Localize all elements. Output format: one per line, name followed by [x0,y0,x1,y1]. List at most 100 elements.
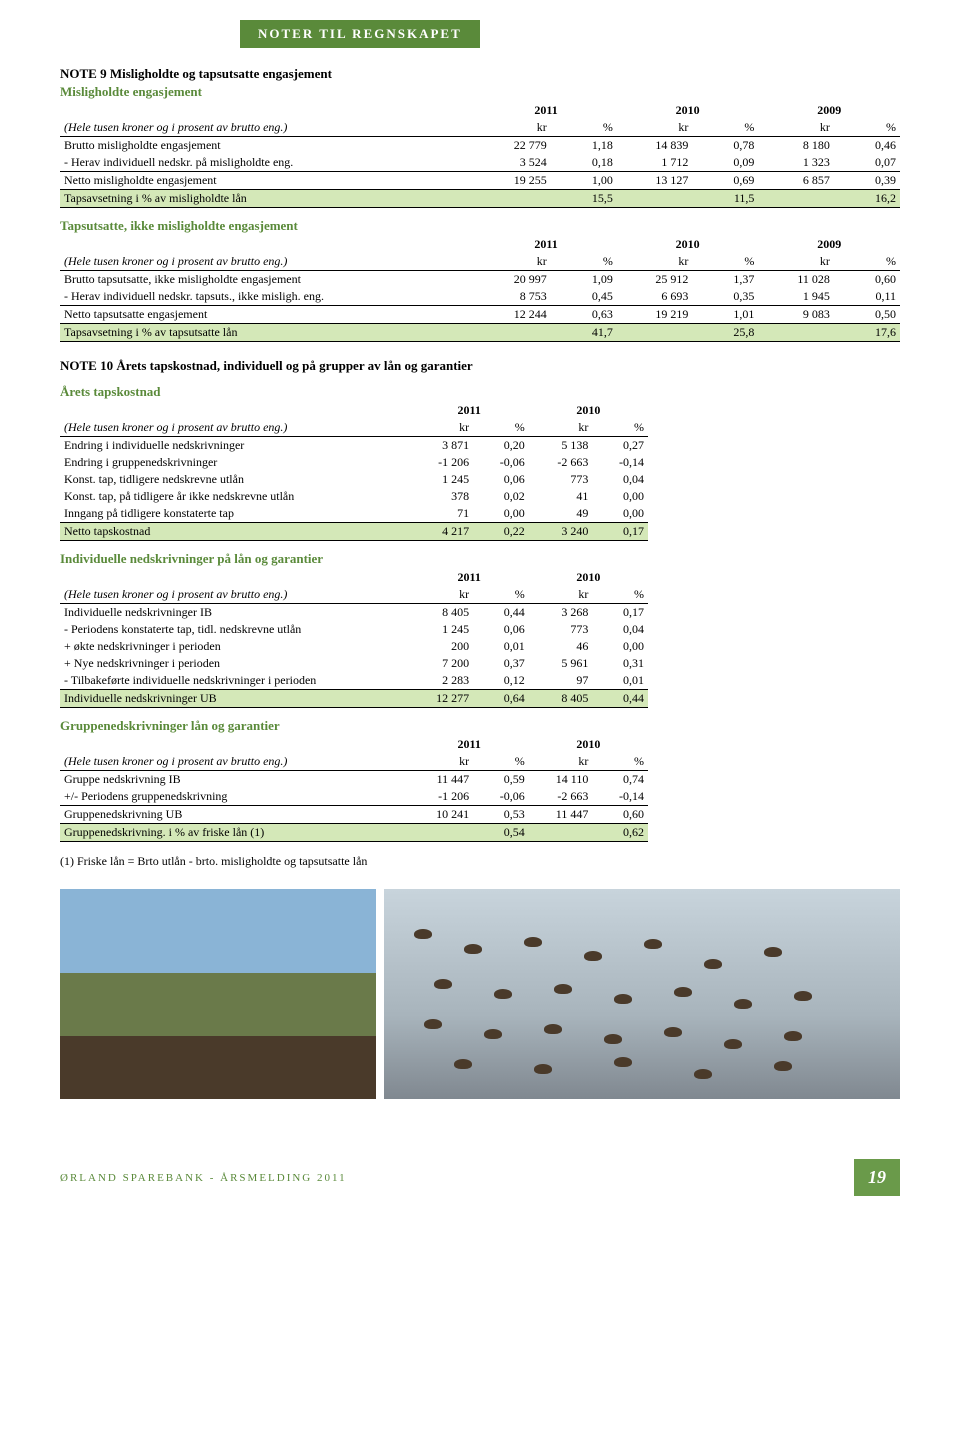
cell: 0,02 [473,488,529,505]
cell: 0,20 [473,437,529,455]
row-label: Inngang på tidligere konstaterte tap [60,505,410,523]
cell: 0,00 [473,505,529,523]
cell: 3 268 [529,604,593,622]
cell: 200 [410,638,474,655]
row-label: Netto tapskostnad [60,523,410,541]
hdr-col: kr [529,586,593,604]
cell: 0,17 [592,523,648,541]
cell: 97 [529,672,593,690]
hdr-col: kr [617,119,692,137]
cell: 11 447 [529,806,593,824]
row-label: Gruppenedskrivning UB [60,806,410,824]
cell: 1,18 [551,137,617,155]
cell: 1,00 [551,172,617,190]
cell [529,824,593,842]
cell: 0,74 [592,771,648,789]
row-label: Konst. tap, på tidligere år ikke nedskre… [60,488,410,505]
cell: 0,27 [592,437,648,455]
photo-left [60,889,376,1099]
cell: 25 912 [617,271,692,289]
cell: 0,18 [551,154,617,172]
cell: 11,5 [692,190,758,208]
page-footer: ØRLAND SPAREBANK - ÅRSMELDING 2011 19 [60,1159,900,1196]
hdr-left: (Hele tusen kroner og i prosent av brutt… [60,119,475,137]
row-label: + Nye nedskrivninger i perioden [60,655,410,672]
cell: 0,50 [834,306,900,324]
cell: 3 524 [475,154,550,172]
cell: 0,60 [834,271,900,289]
cell: 19 219 [617,306,692,324]
cell: -0,14 [592,788,648,806]
year-cell: 2010 [617,102,759,119]
hdr-col: % [473,753,529,771]
row-label: Individuelle nedskrivninger UB [60,690,410,708]
cell: 0,69 [692,172,758,190]
year-cell: 2009 [758,102,900,119]
cell: 1,09 [551,271,617,289]
cell: 378 [410,488,474,505]
cell: 0,00 [592,488,648,505]
note9-sub1: Misligholdte engasjement [60,84,900,100]
note10-table2: 2011 2010 (Hele tusen kroner og i prosen… [60,569,648,708]
cell: 0,01 [592,672,648,690]
cell: 0,07 [834,154,900,172]
cell: 20 997 [475,271,550,289]
cell [617,324,692,342]
cell [758,190,833,208]
cell: 0,31 [592,655,648,672]
row-label: Netto misligholdte engasjement [60,172,475,190]
cell: 0,53 [473,806,529,824]
hdr-col: kr [475,119,550,137]
cell: 0,78 [692,137,758,155]
cell [475,324,550,342]
hdr-col: % [592,586,648,604]
year-cell: 2010 [529,402,648,419]
cell: 0,22 [473,523,529,541]
note9-table1: 2011 2010 2009 (Hele tusen kroner og i p… [60,102,900,208]
row-label: Gruppe nedskrivning IB [60,771,410,789]
hdr-col: % [473,419,529,437]
cell: 8 405 [529,690,593,708]
row-label: Konst. tap, tidligere nedskrevne utlån [60,471,410,488]
hdr-col: % [551,253,617,271]
cell: 10 241 [410,806,474,824]
hdr-left: (Hele tusen kroner og i prosent av brutt… [60,253,475,271]
year-cell: 2009 [758,236,900,253]
hdr-col: kr [758,119,833,137]
cell: 773 [529,621,593,638]
cell: 1 712 [617,154,692,172]
cell: 16,2 [834,190,900,208]
hdr-col: % [834,119,900,137]
note10-table3: 2011 2010 (Hele tusen kroner og i prosen… [60,736,648,842]
cell: 7 200 [410,655,474,672]
cell: 0,17 [592,604,648,622]
cell: 0,35 [692,288,758,306]
cell: 0,37 [473,655,529,672]
cell: -2 663 [529,788,593,806]
cell: 0,04 [592,621,648,638]
row-label: Gruppenedskrivning. i % av friske lån (1… [60,824,410,842]
row-label: Tapsavsetning i % av tapsutsatte lån [60,324,475,342]
row-label: - Periodens konstaterte tap, tidl. nedsk… [60,621,410,638]
hdr-col: kr [410,586,474,604]
hdr-col: kr [529,419,593,437]
cell: 0,00 [592,638,648,655]
cell: 41,7 [551,324,617,342]
cell: 0,62 [592,824,648,842]
row-label: Endring i individuelle nedskrivninger [60,437,410,455]
cell: 49 [529,505,593,523]
cell: 1,37 [692,271,758,289]
section-banner: NOTER TIL REGNSKAPET [240,20,480,48]
cell: 14 110 [529,771,593,789]
row-label: - Tilbakeførte individuelle nedskrivning… [60,672,410,690]
cell: 14 839 [617,137,692,155]
cell [475,190,550,208]
note10-sub2: Individuelle nedskrivninger på lån og ga… [60,551,900,567]
footnote: (1) Friske lån = Brto utlån - brto. misl… [60,854,900,869]
cell: 11 447 [410,771,474,789]
hdr-col: % [551,119,617,137]
row-label: Brutto tapsutsatte, ikke misligholdte en… [60,271,475,289]
year-cell: 2011 [410,569,529,586]
cell: 0,63 [551,306,617,324]
cell: 1 245 [410,471,474,488]
